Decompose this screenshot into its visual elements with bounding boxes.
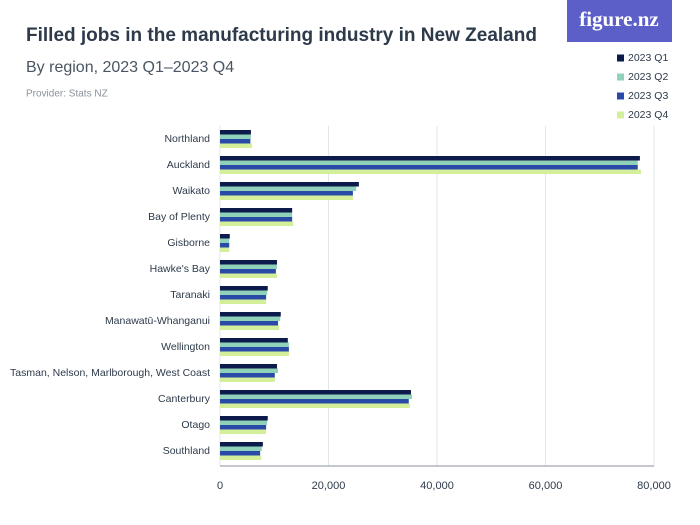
y-tick-label: Northland (164, 133, 210, 145)
y-tick-label: Otago (181, 419, 210, 431)
y-tick-label: Hawke's Bay (150, 263, 211, 275)
chart-subtitle: By region, 2023 Q1–2023 Q4 (26, 59, 234, 76)
bar (220, 455, 262, 460)
legend-swatch (617, 54, 624, 62)
logo: figure.nz (579, 7, 659, 31)
chart-title: Filled jobs in the manufacturing industr… (26, 25, 537, 46)
bar (220, 295, 267, 300)
bar (220, 156, 640, 161)
bar (220, 247, 230, 252)
bar (220, 446, 262, 451)
bar (220, 338, 288, 343)
bar (220, 394, 413, 399)
bar (220, 286, 268, 291)
bar (220, 368, 279, 373)
legend-label: 2023 Q2 (628, 71, 668, 83)
y-tick-label: Wellington (161, 341, 210, 353)
bar (220, 212, 293, 217)
bar (220, 130, 251, 135)
bar (220, 442, 263, 447)
bar (220, 134, 251, 139)
bar (220, 373, 275, 378)
bar (220, 269, 276, 274)
bar (220, 425, 267, 430)
bar (220, 273, 277, 278)
bar (220, 182, 359, 187)
bar (220, 169, 641, 174)
bar (220, 195, 353, 200)
bar (220, 217, 293, 222)
bar (220, 342, 289, 347)
bar (220, 221, 294, 226)
legend-label: 2023 Q1 (628, 52, 668, 64)
y-tick-label: Bay of Plenty (148, 211, 211, 223)
bar (220, 429, 267, 434)
bar (220, 160, 638, 165)
bar (220, 208, 293, 213)
bar (220, 260, 277, 265)
x-tick-label: 40,000 (420, 480, 454, 492)
bar (220, 399, 409, 404)
bar (220, 321, 279, 326)
bar (220, 238, 230, 243)
bar (220, 390, 411, 395)
bar (220, 139, 251, 144)
bar (220, 312, 281, 317)
bar (220, 351, 289, 356)
bar (220, 316, 281, 321)
bar (220, 325, 280, 330)
y-tick-label: Canterbury (158, 393, 211, 405)
bar (220, 165, 638, 170)
y-tick-label: Southland (163, 445, 210, 457)
y-tick-label: Gisborne (167, 237, 210, 249)
x-tick-label: 80,000 (637, 480, 671, 492)
bar (220, 243, 230, 248)
y-tick-label: Manawatū-Whanganui (105, 315, 210, 327)
legend-label: 2023 Q3 (628, 90, 668, 102)
y-tick-label: Taranaki (170, 289, 210, 301)
bar (220, 299, 267, 304)
bar (220, 191, 353, 196)
y-tick-label: Auckland (167, 159, 210, 171)
bar (220, 416, 268, 421)
provider: Provider: Stats NZ (26, 89, 108, 100)
bar (220, 364, 277, 369)
bar (220, 420, 268, 425)
x-tick-label: 0 (217, 480, 223, 492)
x-tick-label: 20,000 (312, 480, 346, 492)
logo-box (567, 0, 672, 42)
y-tick-label: Tasman, Nelson, Marlborough, West Coast (10, 367, 210, 379)
x-tick-label: 60,000 (529, 480, 563, 492)
bar (220, 347, 289, 352)
bar (220, 290, 268, 295)
bar (220, 234, 230, 239)
legend-swatch (617, 111, 624, 119)
legend-swatch (617, 73, 624, 81)
bar (220, 377, 275, 382)
legend-swatch (617, 92, 624, 100)
y-tick-label: Waikato (172, 185, 210, 197)
bar (220, 264, 277, 269)
bar (220, 451, 261, 456)
bar (220, 403, 410, 408)
bar (220, 186, 357, 191)
bar (220, 143, 253, 148)
legend-label: 2023 Q4 (628, 109, 668, 121)
